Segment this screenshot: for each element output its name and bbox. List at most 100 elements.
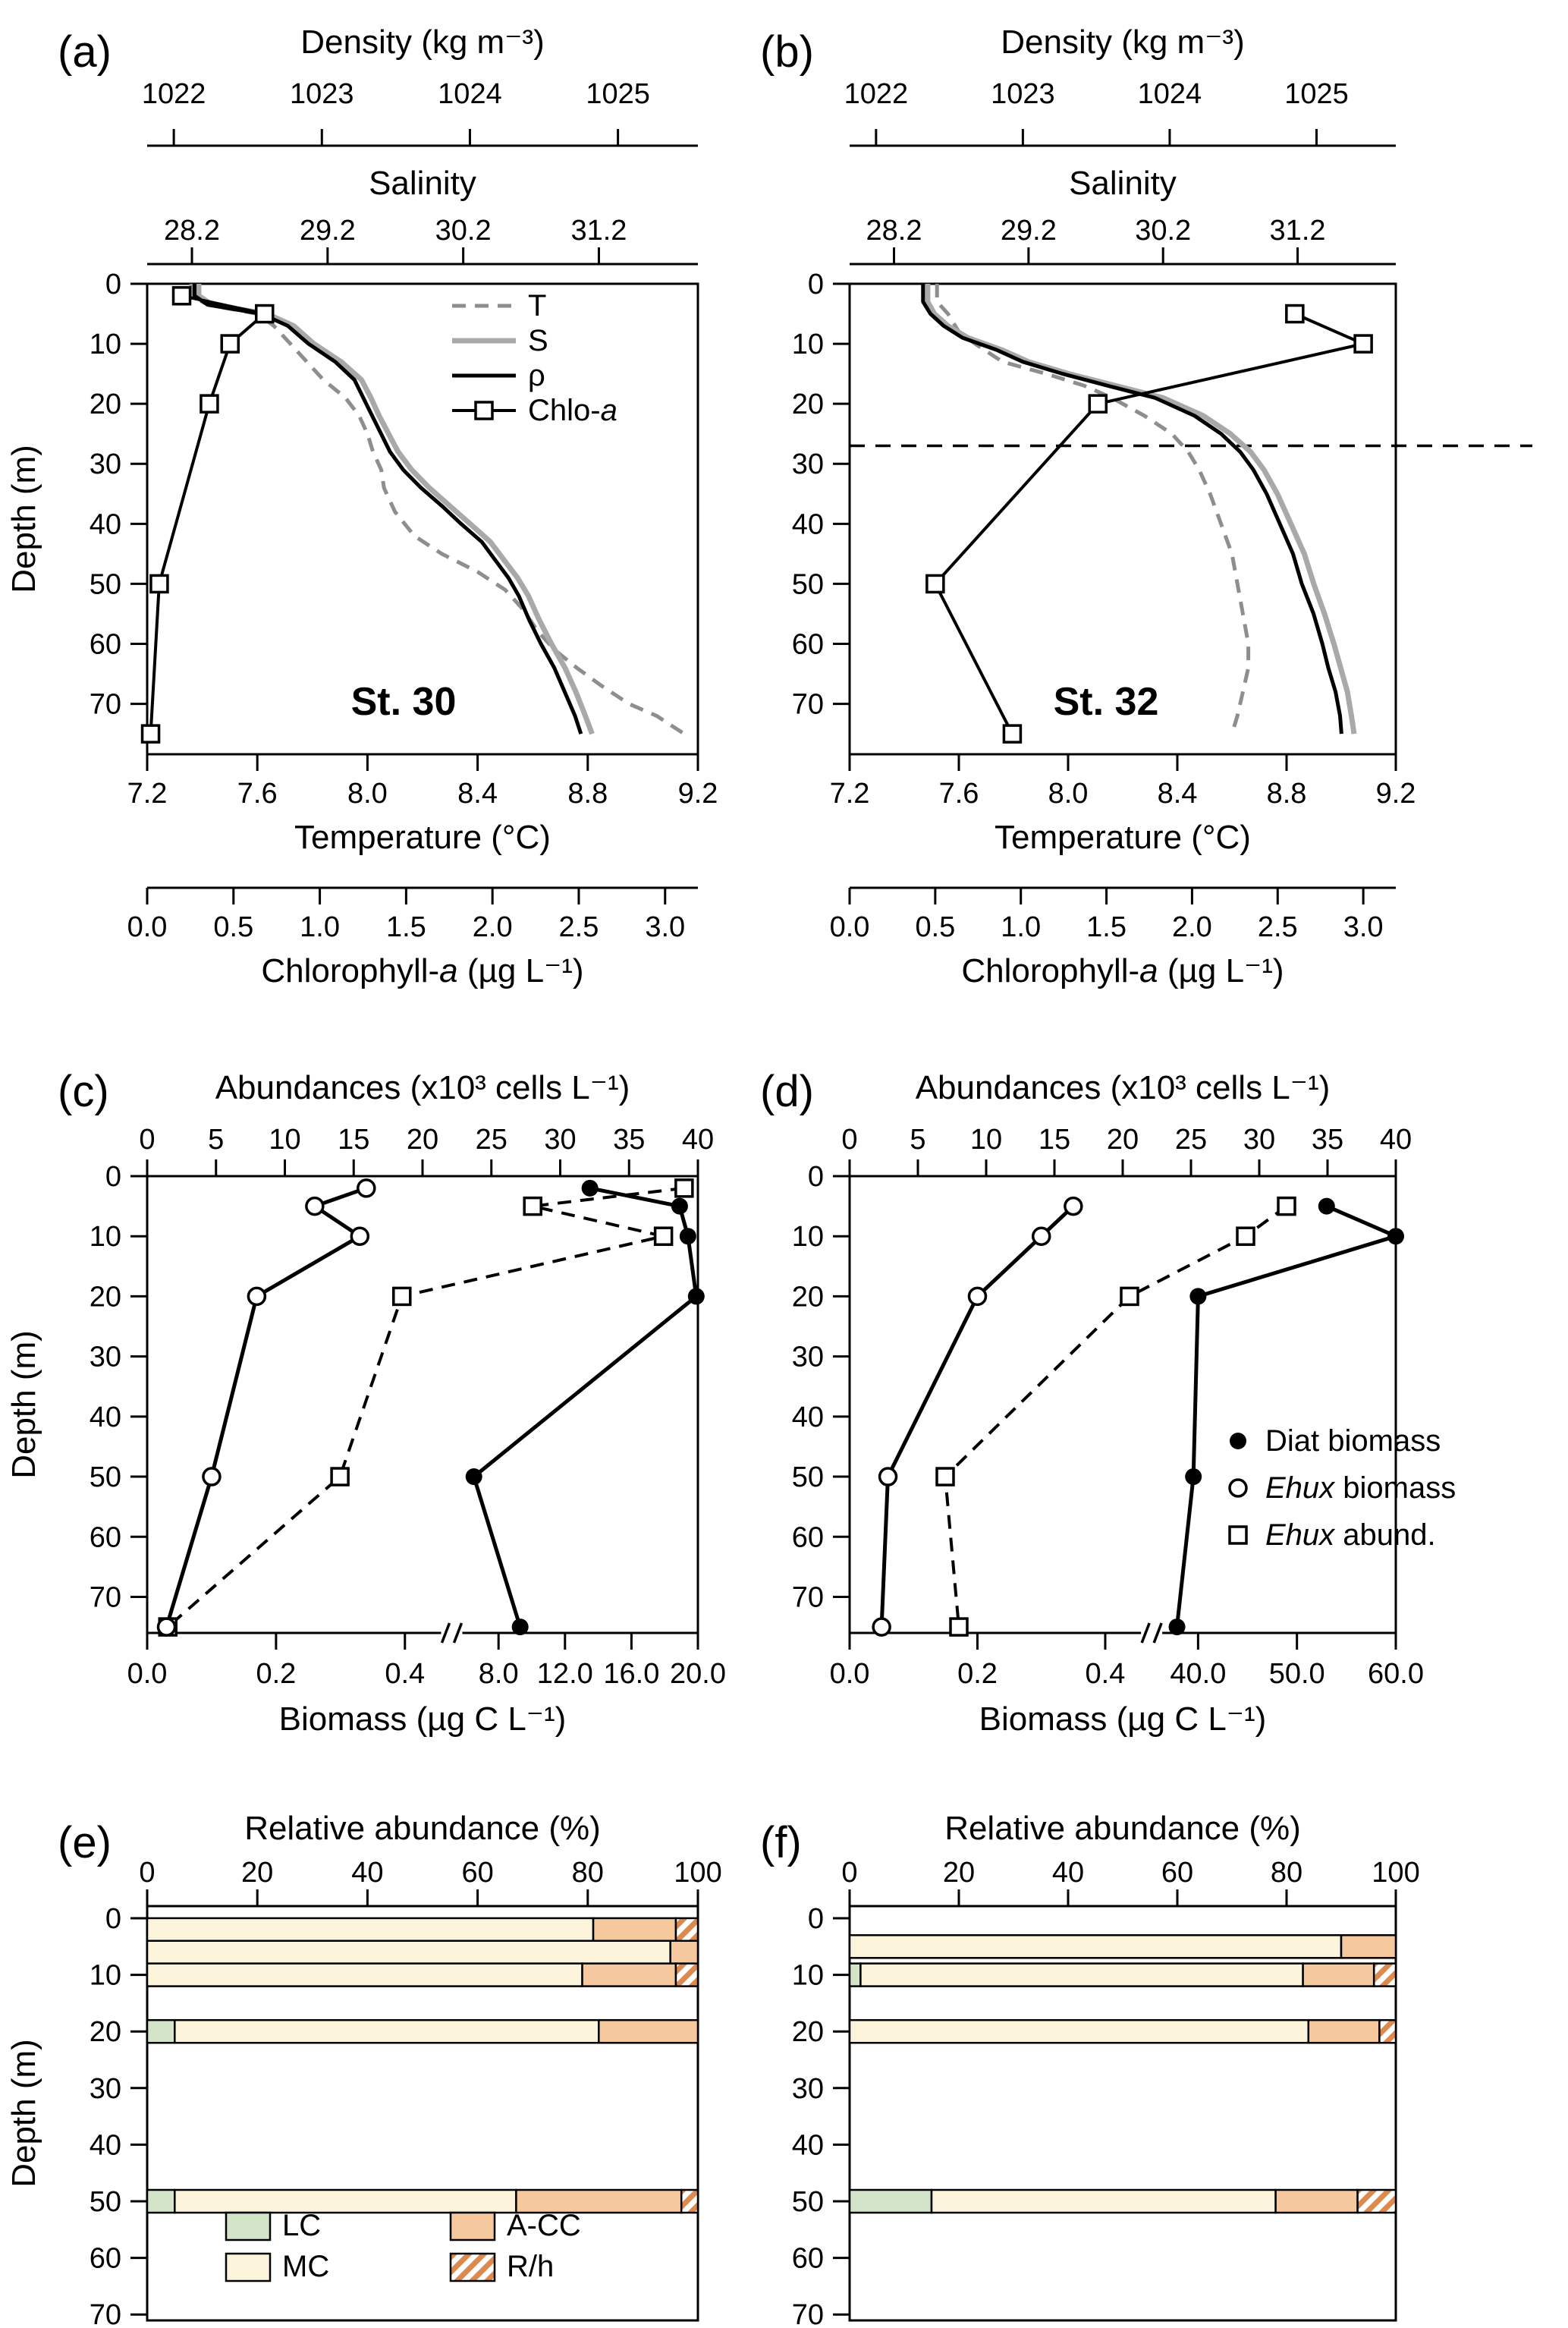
- point-chl: [149, 574, 169, 594]
- panel-letter-a: (a): [58, 27, 112, 77]
- point-diat: [1185, 1468, 1202, 1486]
- tick-label: 30.2: [1135, 215, 1191, 247]
- axis-break-slash: [1140, 1622, 1151, 1644]
- bar-depth50-MC: [174, 2188, 517, 2214]
- depth-tick-label: 50: [90, 2186, 121, 2218]
- tick-label: 1.5: [386, 911, 426, 943]
- point-ehux_ab: [949, 1617, 969, 1637]
- legend-label-rho: ρ: [528, 359, 545, 392]
- tick-label: 80: [1271, 1857, 1302, 1889]
- point-diat: [581, 1179, 599, 1197]
- depth-tick-label: 0: [808, 1903, 824, 1935]
- depth-tick-label: 30: [90, 2073, 121, 2105]
- depth-tick-label: 30: [792, 448, 824, 480]
- legend-label-diat: Diat biomass: [1265, 1424, 1441, 1458]
- point-chl: [1002, 724, 1023, 744]
- bar-depth6-ACC: [669, 1939, 699, 1965]
- panel-letter-f: (f): [760, 1818, 802, 1867]
- tick-label: 50.0: [1269, 1658, 1325, 1690]
- series-chl: [933, 312, 1365, 735]
- depth-tick-label: 10: [90, 1960, 121, 1992]
- depth-tick-label: 50: [90, 568, 121, 600]
- series-S: [196, 284, 595, 735]
- bar-depth50-MC: [930, 2188, 1277, 2214]
- point-diat: [1168, 1619, 1186, 1636]
- biomass-axis-title: Biomass (µg C L⁻¹): [979, 1700, 1267, 1738]
- tick-label: 28.2: [866, 215, 922, 247]
- depth-tick-label: 0: [105, 1903, 121, 1935]
- tick-label: 29.2: [1001, 215, 1057, 247]
- depth-tick-label: 10: [90, 329, 121, 360]
- plot-frame-e: [146, 1905, 699, 2322]
- tick-label: 8.0: [347, 778, 388, 810]
- depth-tick-label: 10: [792, 329, 824, 360]
- series-diat: [472, 1186, 699, 1628]
- depth-tick-label: 0: [808, 1161, 824, 1193]
- bar-depth6-MC: [146, 1939, 671, 1965]
- panel-letter-e: (e): [58, 1818, 112, 1867]
- point-diat: [511, 1619, 529, 1636]
- legend-label-MC: MC: [282, 2250, 329, 2283]
- point-ehux_bio: [1064, 1196, 1083, 1216]
- bar-depth20-RH: [1378, 2018, 1397, 2044]
- depth-tick-label: 40: [90, 1402, 121, 1433]
- point-ehux_bio: [967, 1286, 988, 1307]
- point-ehux_ab: [653, 1226, 674, 1246]
- tick-label: 3.0: [1343, 911, 1384, 943]
- series-diat: [1175, 1204, 1398, 1628]
- tick-label: 9.2: [1376, 778, 1416, 810]
- legend-swatch-RH: [449, 2252, 496, 2282]
- tick-label: 25: [476, 1124, 507, 1156]
- tick-label: 0.0: [127, 911, 168, 943]
- tick-label: 0.0: [830, 1658, 870, 1690]
- density-axis-title: Density (kg m⁻³): [300, 24, 544, 61]
- depth-tick-label: 40: [90, 508, 121, 540]
- tick-label: 1025: [1284, 78, 1349, 110]
- panel-letter-c: (c): [58, 1067, 109, 1116]
- point-ehux_bio: [305, 1196, 325, 1216]
- tick-label: 9.2: [678, 778, 718, 810]
- depth-tick-label: 50: [90, 1461, 121, 1493]
- depth-tick-label: 70: [792, 689, 824, 721]
- depth-tick-label: 40: [792, 508, 824, 540]
- tick-label: 8.8: [567, 778, 608, 810]
- tick-label: 0: [841, 1124, 857, 1156]
- tick-label: 1.5: [1086, 911, 1127, 943]
- depth-axis-title: Depth (m): [5, 445, 42, 593]
- station-label-b: St. 32: [1054, 680, 1159, 724]
- plot-frame-b: [848, 282, 1397, 756]
- legend-label-chl: Chlo-a: [528, 394, 617, 427]
- tick-label: 8.0: [479, 1658, 519, 1690]
- tick-label: 3.0: [645, 911, 685, 943]
- legend-label-ehux_ab: Ehux abund.: [1265, 1518, 1436, 1552]
- tick-label: 29.2: [300, 215, 356, 247]
- depth-tick-label: 40: [792, 2129, 824, 2161]
- legend-marker-ehux_ab: [1228, 1525, 1248, 1545]
- bar-depth20-ACC: [1307, 2018, 1381, 2044]
- bar-depth50-LC: [848, 2188, 933, 2214]
- tick-label: 1.0: [1001, 911, 1041, 943]
- tick-label: 40: [1052, 1857, 1084, 1889]
- panel-letter-b: (b): [760, 27, 814, 77]
- relative-abundance-title: Relative abundance (%): [244, 1810, 601, 1847]
- depth-tick-label: 70: [792, 2299, 824, 2328]
- point-chl: [1353, 334, 1373, 354]
- point-diat: [671, 1197, 688, 1215]
- tick-label: 7.2: [127, 778, 168, 810]
- legend-marker-ehux_bio: [1228, 1478, 1248, 1498]
- bar-depth10-MC: [146, 1962, 583, 1987]
- tick-label: 1022: [142, 78, 206, 110]
- depth-tick-label: 70: [90, 2299, 121, 2328]
- tick-label: 30: [544, 1124, 576, 1156]
- tick-label: 1024: [438, 78, 502, 110]
- bar-depth10-MC: [859, 1962, 1304, 1987]
- point-chl: [1088, 394, 1108, 414]
- point-diat: [465, 1468, 482, 1486]
- legend-label-LC: LC: [282, 2209, 321, 2242]
- tick-label: 1023: [991, 78, 1055, 110]
- point-chl: [1285, 304, 1305, 324]
- tick-label: 8.4: [1158, 778, 1198, 810]
- depth-tick-label: 60: [792, 628, 824, 660]
